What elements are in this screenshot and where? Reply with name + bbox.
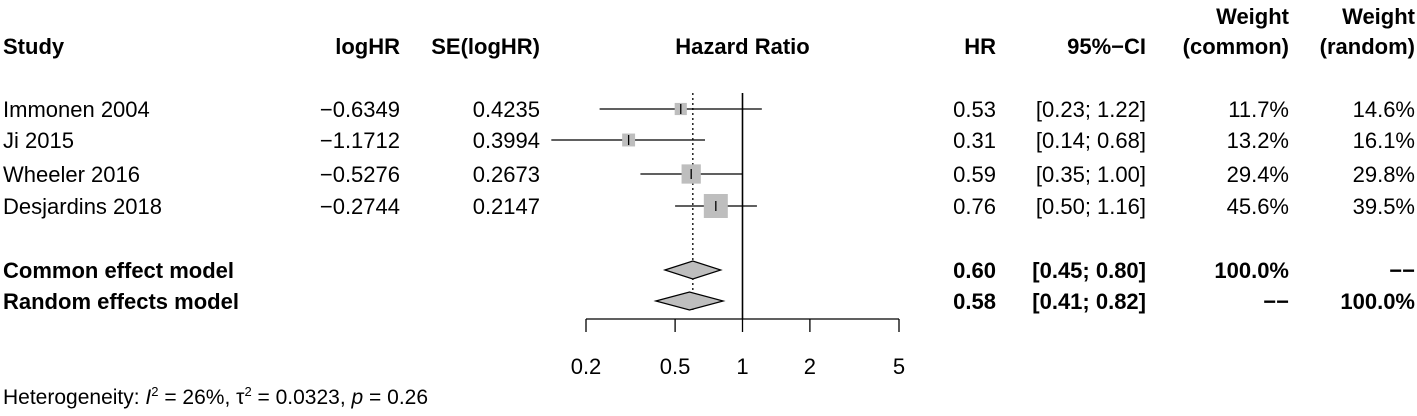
study-loghr: −0.2744 xyxy=(319,194,400,219)
study-ci: [0.50; 1.16] xyxy=(1035,194,1146,219)
study-ci: [0.14; 0.68] xyxy=(1035,128,1146,153)
model-weight-common: −− xyxy=(1263,289,1289,314)
x-tick-label: 5 xyxy=(893,354,905,379)
i2-superscript: 2 xyxy=(151,384,159,399)
x-tick-label: 0.5 xyxy=(660,354,691,379)
model-label: Common effect model xyxy=(3,258,235,283)
header-se: SE(logHR) xyxy=(431,34,540,59)
header-hr: HR xyxy=(964,34,996,59)
header-hazard-ratio: Hazard Ratio xyxy=(675,34,810,59)
study-se: 0.2673 xyxy=(472,162,540,187)
study-ci: [0.35; 1.00] xyxy=(1035,162,1146,187)
model-ci: [0.45; 0.80] xyxy=(1032,258,1146,283)
i2-symbol: I xyxy=(145,386,152,409)
model-label: Random effects model xyxy=(3,289,239,314)
study-se: 0.4235 xyxy=(472,97,540,122)
study-hr: 0.59 xyxy=(953,162,996,187)
tau-symbol: τ xyxy=(236,386,245,409)
header-weight-random-line1: Weight xyxy=(1342,4,1415,29)
summary-diamond xyxy=(662,260,723,280)
tau-superscript: 2 xyxy=(244,384,252,399)
study-name: Immonen 2004 xyxy=(3,97,150,122)
study-weight-random: 29.8% xyxy=(1352,162,1415,187)
tau-value: = 0.0323, xyxy=(251,386,352,409)
study-hr: 0.76 xyxy=(953,194,996,219)
study-name: Ji 2015 xyxy=(3,128,74,153)
study-loghr: −1.1712 xyxy=(319,128,400,153)
header-study: Study xyxy=(3,34,65,59)
study-weight-common: 13.2% xyxy=(1226,128,1289,153)
study-se: 0.2147 xyxy=(472,194,540,219)
study-weight-common: 11.7% xyxy=(1228,97,1289,122)
heterogeneity-prefix: Heterogeneity: xyxy=(3,386,146,409)
heterogeneity-note: Heterogeneity: I2 = 26%, τ2 = 0.0323, p … xyxy=(3,384,429,410)
study-weight-random: 14.6% xyxy=(1352,97,1415,122)
p-symbol: p xyxy=(351,386,364,409)
model-weight-common: 100.0% xyxy=(1214,258,1289,283)
study-name: Wheeler 2016 xyxy=(3,162,140,187)
p-value: = 0.26 xyxy=(363,386,429,409)
study-se: 0.3994 xyxy=(472,128,540,153)
study-weight-random: 16.1% xyxy=(1352,128,1415,153)
model-weight-random: −− xyxy=(1389,258,1415,283)
study-loghr: −0.5276 xyxy=(319,162,400,187)
summary-diamond xyxy=(653,291,726,311)
study-hr: 0.53 xyxy=(953,97,996,122)
model-hr: 0.60 xyxy=(953,258,996,283)
study-loghr: −0.6349 xyxy=(319,97,400,122)
study-weight-common: 29.4% xyxy=(1226,162,1289,187)
header-weight-random-line2: (random) xyxy=(1319,34,1415,59)
study-weight-random: 39.5% xyxy=(1352,194,1415,219)
study-name: Desjardins 2018 xyxy=(3,194,162,219)
i2-value: = 26%, xyxy=(158,386,237,409)
study-hr: 0.31 xyxy=(953,128,996,153)
study-ci: [0.23; 1.22] xyxy=(1035,97,1146,122)
header-ci: 95%−CI xyxy=(1067,34,1146,59)
study-weight-common: 45.6% xyxy=(1226,194,1289,219)
x-tick-label: 2 xyxy=(804,354,816,379)
header-weight-common-line2: (common) xyxy=(1182,34,1289,59)
model-ci: [0.41; 0.82] xyxy=(1032,289,1146,314)
x-tick-label: 1 xyxy=(736,354,748,379)
model-hr: 0.58 xyxy=(953,289,996,314)
x-tick-label: 0.2 xyxy=(571,354,602,379)
header-weight-common-line1: Weight xyxy=(1216,4,1289,29)
model-weight-random: 100.0% xyxy=(1340,289,1415,314)
header-loghr: logHR xyxy=(335,34,400,59)
